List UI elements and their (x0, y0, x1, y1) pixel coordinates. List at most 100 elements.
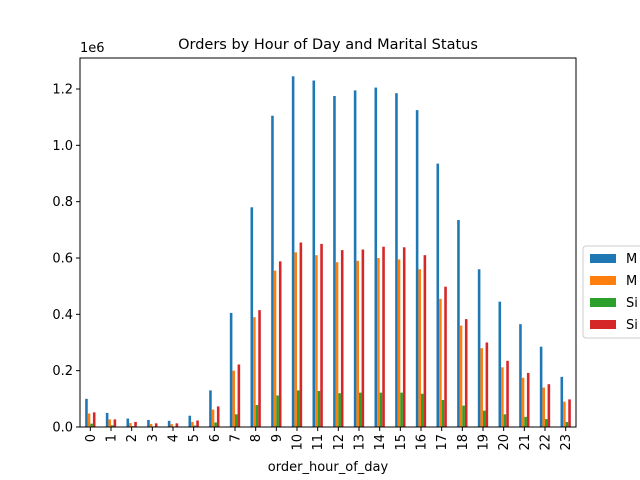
bar-1-series-0 (105, 412, 109, 427)
x-tick-label: 0 (84, 434, 99, 442)
bar-11-series-0 (312, 80, 316, 427)
x-tick-label: 23 (559, 434, 574, 451)
bar-23-series-3 (568, 399, 571, 427)
y-tick-label: 1.2 (52, 82, 73, 97)
y-tick-label: 0.4 (52, 308, 73, 323)
bar-20-series-1 (501, 367, 504, 427)
bar-21-series-0 (519, 324, 522, 427)
bar-16-series-2 (421, 393, 424, 427)
x-tick-label: 10 (291, 434, 306, 451)
bar-20-series-2 (503, 414, 507, 427)
bar-13-series-3 (361, 249, 365, 427)
x-tick-label: 19 (477, 434, 492, 451)
legend: MM Si Si (582, 245, 640, 339)
x-tick-label: 7 (229, 434, 244, 442)
bar-22-series-3 (547, 384, 551, 427)
bar-0-series-2 (90, 423, 93, 427)
bar-5-series-1 (191, 421, 194, 427)
bar-14-series-0 (374, 87, 378, 427)
legend-label: Si (626, 318, 638, 333)
bar-12-series-2 (338, 393, 341, 427)
bar-5-series-0 (188, 415, 192, 427)
bar-11-series-2 (317, 390, 321, 427)
x-tick-label: 13 (353, 434, 368, 451)
bar-1-series-1 (108, 419, 111, 427)
x-tick-label: 9 (270, 434, 285, 442)
bar-18-series-3 (464, 319, 468, 427)
y-tick-label: 0.2 (52, 364, 73, 379)
bar-6-series-3 (216, 406, 220, 427)
x-tick-label: 21 (518, 434, 533, 451)
bar-20-series-0 (498, 301, 502, 427)
bar-19-series-2 (483, 410, 486, 427)
bar-15-series-0 (395, 93, 398, 428)
chart-title: Orders by Hour of Day and Marital Status (178, 37, 478, 53)
bar-3-series-1 (149, 423, 153, 427)
bar-18-series-1 (459, 325, 463, 427)
bar-8-series-0 (250, 207, 254, 427)
bar-0-series-3 (92, 412, 96, 427)
bar-23-series-1 (563, 401, 566, 427)
bar-8-series-1 (253, 317, 256, 427)
bar-8-series-2 (255, 405, 259, 427)
y-tick-label: 0.8 (52, 195, 73, 210)
bar-0-series-0 (85, 398, 88, 427)
bar-9-series-1 (273, 270, 277, 427)
bar-18-series-0 (457, 219, 460, 427)
bar-22-series-2 (545, 419, 548, 427)
bar-7-series-1 (232, 370, 235, 427)
bar-10-series-1 (294, 252, 297, 427)
bar-22-series-0 (539, 346, 543, 427)
y-offset-label: 1e6 (80, 41, 105, 56)
bar-8-series-3 (258, 310, 261, 427)
legend-swatch (590, 254, 616, 263)
bar-19-series-3 (485, 342, 489, 427)
bar-13-series-1 (356, 260, 359, 427)
bar-18-series-2 (462, 405, 465, 427)
bar-12-series-1 (335, 262, 339, 427)
bar-7-series-0 (229, 312, 233, 427)
bar-16-series-3 (423, 255, 427, 427)
bar-4-series-1 (170, 424, 173, 427)
bar-17-series-2 (441, 399, 445, 427)
bar-2-series-0 (126, 418, 130, 427)
bar-5-series-3 (196, 420, 199, 427)
bar-20-series-3 (506, 360, 509, 427)
bar-21-series-3 (526, 372, 530, 427)
bar-14-series-1 (377, 257, 380, 427)
x-tick-label: 15 (394, 434, 409, 451)
bar-15-series-3 (402, 247, 406, 427)
bar-23-series-2 (565, 421, 569, 427)
bar-2-series-3 (134, 421, 137, 427)
y-tick-label: 0.6 (52, 251, 73, 266)
bar-15-series-2 (400, 392, 403, 427)
bar-14-series-2 (379, 392, 383, 427)
bar-12-series-3 (340, 250, 344, 427)
bar-3-series-0 (147, 419, 150, 427)
bar-19-series-1 (480, 348, 483, 427)
x-tick-label: 8 (249, 434, 264, 442)
x-tick-label: 20 (497, 434, 512, 451)
bar-17-series-1 (439, 298, 442, 427)
x-tick-label: 18 (456, 434, 471, 451)
x-axis: 0 1 2 3 4 5 6 7 8 9 10 11 12 13 14 15 16 17 18 19 20 21 22 23 (84, 427, 574, 451)
bar-3-series-3 (154, 423, 158, 427)
legend-swatch (590, 320, 616, 329)
x-tick-label: 6 (208, 434, 223, 442)
bar-6-series-2 (214, 422, 217, 427)
x-tick-label: 22 (539, 434, 554, 451)
bar-12-series-0 (333, 96, 336, 427)
bar-2-series-1 (129, 423, 132, 427)
bar-17-series-0 (436, 163, 440, 427)
bar-16-series-1 (418, 269, 421, 427)
bar-9-series-0 (271, 115, 274, 428)
bar-15-series-1 (397, 259, 401, 427)
x-tick-label: 1 (105, 434, 120, 442)
bar-21-series-1 (521, 377, 525, 427)
x-tick-label: 3 (146, 434, 161, 442)
legend-label: Si (626, 296, 638, 311)
x-tick-label: 11 (311, 434, 326, 451)
legend-swatch (590, 276, 616, 285)
x-tick-label: 12 (332, 434, 347, 451)
